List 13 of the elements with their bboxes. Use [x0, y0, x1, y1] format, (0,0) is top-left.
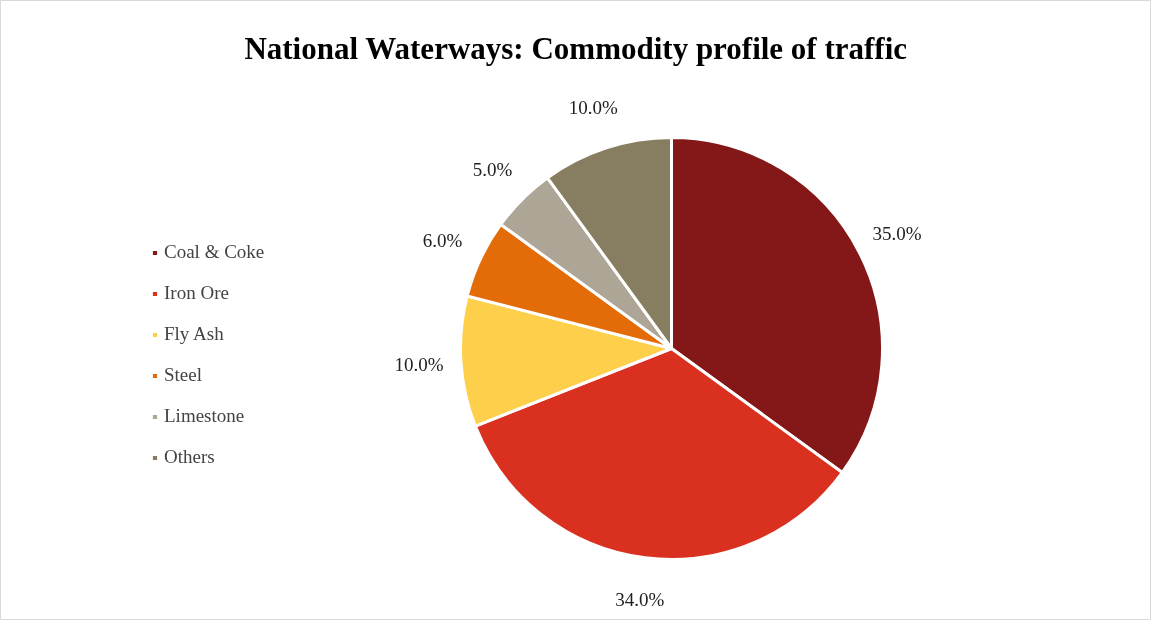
data-label: 35.0%: [872, 223, 922, 245]
data-label: 10.0%: [568, 97, 619, 119]
legend-label: Fly Ash: [164, 323, 224, 345]
legend-label: Coal & Coke: [164, 241, 265, 263]
data-label: 5.0%: [472, 159, 513, 181]
data-label: 6.0%: [422, 230, 463, 252]
chart-title: National Waterways: Commodity profile of traffic: [244, 31, 908, 66]
legend-label: Steel: [164, 364, 202, 386]
legend-label: Iron Ore: [164, 282, 229, 304]
legend-label: Others: [164, 446, 215, 468]
data-label: 10.0%: [394, 353, 444, 375]
legend-label: Limestone: [164, 405, 245, 427]
data-label: 34.0%: [615, 589, 665, 611]
